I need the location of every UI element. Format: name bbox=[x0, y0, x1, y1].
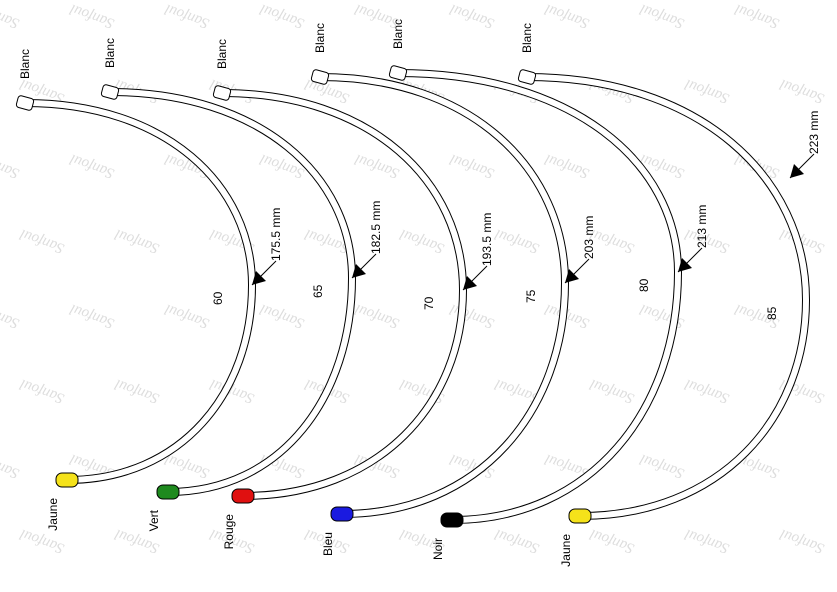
watermark-text: Sanfoul bbox=[493, 526, 542, 557]
tubes: Blanc Jaune 60 175.5 mm Blanc Vert 65 182.5 mm B… bbox=[15, 19, 821, 567]
watermark-text: Sanfoul bbox=[543, 1, 592, 32]
watermark-text: Sanfoul bbox=[68, 151, 117, 182]
tube-outline bbox=[526, 73, 811, 520]
watermark-text: Sanfoul bbox=[778, 526, 827, 557]
top-label: Blanc bbox=[520, 23, 534, 53]
length-label: 182.5 mm bbox=[369, 201, 383, 254]
watermark-text: Sanfoul bbox=[353, 301, 402, 332]
watermark-text: Sanfoul bbox=[163, 301, 212, 332]
watermark-text: Sanfoul bbox=[588, 376, 637, 407]
length-label: 223 mm bbox=[807, 111, 821, 154]
tube-body bbox=[221, 90, 467, 499]
top-label: Blanc bbox=[215, 39, 229, 69]
tip-label: Vert bbox=[147, 509, 161, 531]
top-cap bbox=[310, 69, 330, 85]
tip-cap bbox=[156, 484, 180, 500]
arrow-head bbox=[565, 269, 579, 283]
top-label: Blanc bbox=[313, 23, 327, 53]
tube-outline bbox=[24, 99, 257, 484]
tip-label: Bleu bbox=[321, 532, 335, 556]
tip-label: Jaune bbox=[559, 534, 573, 567]
size-label: 75 bbox=[524, 289, 538, 303]
watermark-text: Sanfoul bbox=[18, 226, 67, 257]
watermark-text: Sanfoul bbox=[448, 301, 497, 332]
watermark-text: Sanfoul bbox=[493, 226, 542, 257]
watermark-text: Sanfoul bbox=[258, 301, 307, 332]
top-label: Blanc bbox=[18, 49, 32, 79]
tube-outline bbox=[397, 69, 683, 524]
size-label: 70 bbox=[422, 296, 436, 310]
watermark-text: Sanfoul bbox=[18, 376, 67, 407]
top-cap bbox=[388, 65, 408, 81]
length-label: 203 mm bbox=[582, 216, 596, 259]
tip-cap bbox=[330, 506, 354, 522]
arrow-head bbox=[252, 271, 266, 285]
watermark-text: Sanfoul bbox=[113, 376, 162, 407]
tip-label: Jaune bbox=[46, 498, 60, 531]
arrow-head bbox=[352, 264, 366, 278]
watermark-text: Sanfoul bbox=[398, 226, 447, 257]
length-label: 175.5 mm bbox=[269, 208, 283, 261]
watermark-text: Sanfoul bbox=[683, 76, 732, 107]
watermark-text: Sanfoul bbox=[543, 151, 592, 182]
watermark-text: Sanfoul bbox=[448, 151, 497, 182]
top-cap bbox=[15, 95, 35, 111]
watermark-text: Sanfoul bbox=[353, 151, 402, 182]
tip-label: Noir bbox=[431, 538, 445, 560]
top-label: Blanc bbox=[391, 19, 405, 49]
watermark-text: Sanfoul bbox=[0, 301, 21, 332]
tip-label: Rouge bbox=[222, 514, 236, 550]
watermark-text: Sanfoul bbox=[778, 76, 827, 107]
watermark-text: Sanfoul bbox=[0, 1, 21, 32]
arrow-head bbox=[463, 276, 477, 290]
top-cap bbox=[100, 84, 120, 100]
tip-cap bbox=[55, 472, 79, 488]
arrow-head bbox=[790, 164, 804, 178]
watermark-text: Sanfoul bbox=[683, 526, 732, 557]
watermark-text: Sanfoul bbox=[0, 151, 21, 182]
size-label: 65 bbox=[311, 284, 325, 298]
length-label: 213 mm bbox=[695, 205, 709, 248]
tube-body bbox=[24, 100, 256, 483]
length-label: 193.5 mm bbox=[480, 213, 494, 266]
tube-body bbox=[397, 70, 682, 523]
size-label: 85 bbox=[765, 306, 779, 320]
watermark-text: Sanfoul bbox=[448, 1, 497, 32]
watermark-text: Sanfoul bbox=[638, 1, 687, 32]
tip-cap bbox=[231, 488, 255, 504]
size-label: 80 bbox=[637, 278, 651, 292]
watermark-text: Sanfoul bbox=[733, 1, 782, 32]
arrow-head bbox=[678, 258, 692, 272]
top-cap bbox=[517, 69, 537, 85]
tube-outline bbox=[221, 89, 468, 500]
watermark-text: Sanfoul bbox=[258, 1, 307, 32]
watermark-text: Sanfoul bbox=[638, 451, 687, 482]
size-label: 60 bbox=[211, 291, 225, 305]
top-label: Blanc bbox=[103, 38, 117, 68]
top-cap bbox=[212, 85, 232, 101]
watermark-text: Sanfoul bbox=[113, 226, 162, 257]
tube-body bbox=[526, 74, 810, 519]
tip-cap bbox=[440, 512, 464, 528]
tip-cap bbox=[568, 508, 592, 524]
watermark-text: Sanfoul bbox=[588, 526, 637, 557]
watermark-text: Sanfoul bbox=[163, 1, 212, 32]
watermark-text: Sanfoul bbox=[0, 451, 21, 482]
watermark-text: Sanfoul bbox=[68, 301, 117, 332]
watermark-text: Sanfoul bbox=[68, 1, 117, 32]
watermark-text: Sanfoul bbox=[683, 376, 732, 407]
